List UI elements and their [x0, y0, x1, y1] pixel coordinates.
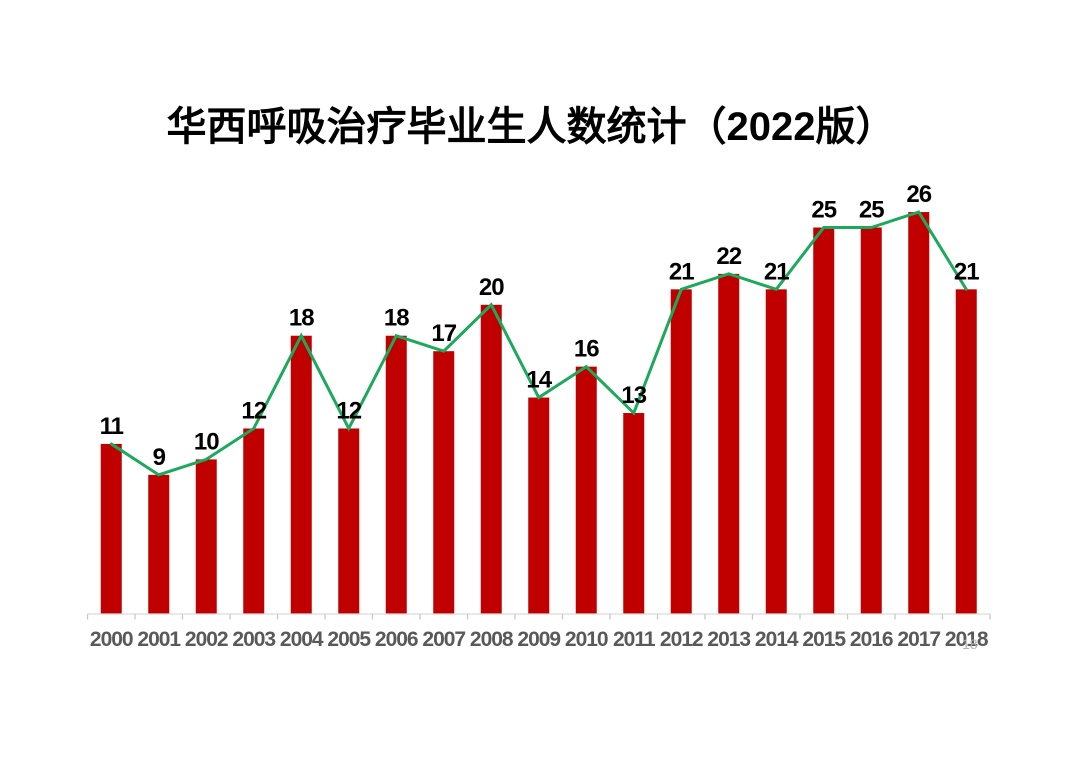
bar-2001: [148, 474, 170, 614]
trend-line: [109, 210, 968, 477]
x-axis-label-2014: 2014: [755, 628, 799, 651]
bar-2012: [670, 289, 692, 614]
chart-title: 华西呼吸治疗毕业生人数统计（2022版）: [166, 105, 896, 149]
bar-2002: [195, 459, 217, 614]
data-label-2016: 25: [859, 197, 884, 224]
x-axis-label-2008: 2008: [470, 628, 514, 651]
bar-2016: [860, 227, 882, 614]
x-axis-label-2013: 2013: [707, 628, 750, 651]
data-label-2018: 21: [954, 258, 979, 285]
x-axis-label-2016: 2016: [850, 628, 893, 651]
x-axis-label-2015: 2015: [802, 628, 846, 651]
data-label-2002: 10: [194, 428, 219, 455]
data-label-2013: 22: [716, 243, 741, 270]
bar-2008: [480, 304, 502, 614]
data-label-2008: 20: [479, 274, 504, 301]
bar-2004: [290, 335, 312, 614]
data-label-2006: 18: [384, 305, 409, 332]
page-number: 18: [962, 636, 978, 652]
bar-2013: [718, 273, 740, 614]
x-axis-label-2002: 2002: [185, 628, 228, 651]
data-label-2011: 13: [621, 382, 646, 409]
bar-2018: [955, 289, 977, 614]
x-axis-label-2009: 2009: [517, 628, 560, 651]
bar-2005: [338, 428, 360, 614]
x-axis-label-2007: 2007: [422, 628, 465, 651]
data-label-2001: 9: [153, 444, 166, 471]
data-label-2009: 14: [526, 367, 552, 394]
x-axis-label-2018: 2018: [945, 628, 989, 651]
data-label-2010: 16: [574, 336, 599, 363]
bar-2009: [528, 397, 550, 614]
x-axis-label-2006: 2006: [375, 628, 418, 651]
data-label-2003: 12: [241, 397, 266, 424]
x-axis-label-2004: 2004: [280, 628, 324, 651]
data-label-2012: 21: [669, 258, 694, 285]
x-axis-label-2010: 2010: [565, 628, 608, 651]
bar-2014: [765, 289, 787, 614]
bar-2006: [385, 335, 407, 614]
bar-2000: [100, 443, 122, 614]
x-axis-label-2000: 2000: [90, 628, 133, 651]
x-axis-label-2011: 2011: [613, 628, 656, 651]
data-label-2014: 21: [764, 258, 789, 285]
bar-2011: [623, 413, 645, 614]
x-axis-label-2012: 2012: [660, 628, 703, 651]
x-axis-label-2017: 2017: [897, 628, 940, 651]
data-label-2000: 11: [100, 413, 124, 440]
data-label-2005: 12: [336, 397, 361, 424]
bar-2010: [575, 366, 597, 614]
bar-2017: [908, 212, 930, 615]
bar-2007: [433, 351, 455, 614]
x-axis-label-2001: 2001: [137, 628, 181, 651]
data-label-2017: 26: [906, 181, 931, 208]
data-label-2015: 25: [811, 197, 836, 224]
x-axis-label-2003: 2003: [232, 628, 275, 651]
data-label-2004: 18: [289, 305, 314, 332]
x-axis-label-2005: 2005: [327, 628, 371, 651]
bar-2015: [813, 227, 835, 614]
bar-2003: [243, 428, 265, 614]
data-label-2007: 17: [431, 320, 456, 347]
